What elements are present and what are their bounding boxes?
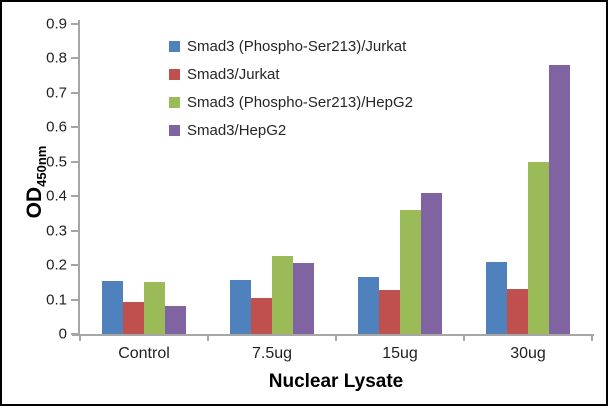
category-label: Control [118,345,170,362]
y-tick-label: 0.2 [46,256,67,274]
bar [272,255,293,334]
y-tick-mark [71,195,78,198]
plot-area [80,24,592,334]
y-tick-label: 0.7 [46,84,67,102]
legend-label: Smad3 (Phospho-Ser213)/Jurkat [187,37,407,55]
x-axis-ticks [79,336,593,342]
legend-item: Smad3 (Phospho-Ser213)/HepG2 [169,88,413,116]
bar [421,192,442,334]
bar [165,306,186,334]
legend-item: Smad3/HepG2 [169,116,413,144]
y-tick-label: 0.1 [46,291,67,309]
y-tick-mark [71,298,78,301]
x-tick-mark [335,336,337,341]
bar [144,281,165,334]
bar [528,161,549,334]
bar-group [464,24,592,334]
bar [549,65,570,334]
y-tick-mark [71,160,78,163]
y-tick-mark [71,264,78,267]
bar-group [80,24,208,334]
bar [400,210,421,334]
y-tick-label: 0 [58,325,67,343]
legend-swatch [169,40,180,52]
bar-group [208,24,336,334]
bar [251,298,272,334]
x-axis-title: Nuclear Lysate [268,371,404,392]
y-tick-label: 0.9 [46,15,67,33]
legend-swatch [169,68,180,80]
y-tick-label: 0.4 [46,187,67,205]
x-tick-mark [79,336,81,341]
y-tick-mark [71,333,78,335]
category-label: 30ug [510,345,546,362]
x-tick-mark [463,336,465,341]
y-tick-mark [71,91,78,94]
bar [123,301,144,334]
y-tick-mark [71,23,78,25]
x-tick-mark [207,336,209,341]
y-tick-label: 0.3 [46,222,67,240]
bar-group [336,24,464,334]
bar [507,288,528,334]
y-tick-mark [71,57,78,60]
legend-label: Smad3 (Phospho-Ser213)/HepG2 [187,93,413,111]
legend-label: Smad3/Jurkat [187,65,280,83]
legend-item: Smad3/Jurkat [169,60,413,88]
bar [486,261,507,334]
legend-swatch [169,96,180,108]
bar [379,290,400,334]
legend-label: Smad3/HepG2 [187,121,287,139]
y-tick-label: 0.6 [46,118,67,136]
bar [293,263,314,334]
bar [358,277,379,334]
y-axis-line [78,20,80,336]
x-tick-mark [591,336,593,341]
y-tick-mark [71,229,78,232]
legend-item: Smad3 (Phospho-Ser213)/Jurkat [169,32,413,60]
bar [230,280,251,334]
bar [102,280,123,334]
y-tick-mark [71,126,78,129]
legend-swatch [169,124,180,136]
category-label: 7.5ug [251,345,293,362]
bar-groups [80,24,592,334]
category-label: 15ug [382,345,418,362]
y-tick-label: 0.5 [46,153,67,171]
category-labels: Control 7.5ug 15ug 30ug [80,345,592,363]
x-axis-line [72,334,594,336]
legend: Smad3 (Phospho-Ser213)/Jurkat Smad3/Jurka… [169,32,413,144]
y-tick-label: 0.8 [46,49,67,67]
